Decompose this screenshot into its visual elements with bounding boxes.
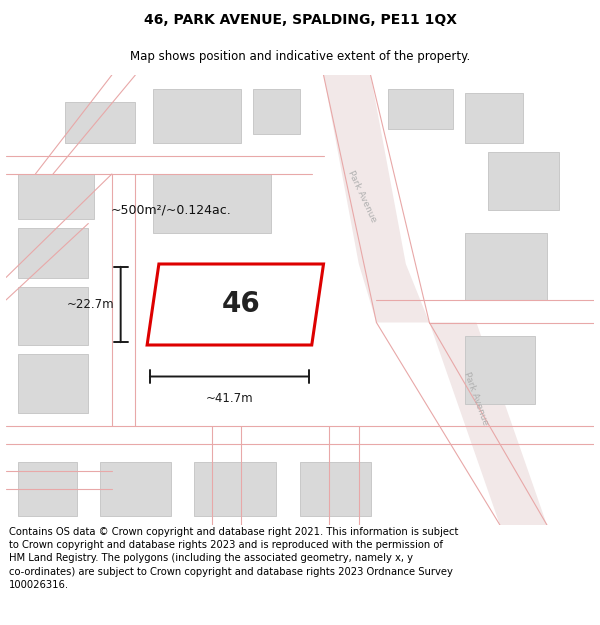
Polygon shape [153, 89, 241, 142]
Polygon shape [194, 462, 277, 516]
Polygon shape [464, 232, 547, 300]
Polygon shape [323, 75, 406, 264]
Text: ~500m²/~0.124ac.: ~500m²/~0.124ac. [110, 204, 231, 216]
Polygon shape [430, 322, 547, 525]
Text: ~41.7m: ~41.7m [206, 392, 253, 405]
Polygon shape [388, 89, 453, 129]
Text: 46: 46 [222, 291, 260, 319]
Polygon shape [18, 286, 88, 345]
Polygon shape [359, 264, 430, 322]
Text: Map shows position and indicative extent of the property.: Map shows position and indicative extent… [130, 49, 470, 62]
Polygon shape [300, 462, 371, 516]
Text: Park Avenue: Park Avenue [463, 371, 490, 427]
Polygon shape [464, 336, 535, 404]
Text: 46, PARK AVENUE, SPALDING, PE11 1QX: 46, PARK AVENUE, SPALDING, PE11 1QX [143, 13, 457, 27]
Polygon shape [488, 151, 559, 210]
Polygon shape [65, 102, 136, 142]
Polygon shape [18, 462, 77, 516]
Text: ~22.7m: ~22.7m [67, 298, 115, 311]
Polygon shape [153, 174, 271, 232]
Polygon shape [18, 354, 88, 412]
Polygon shape [253, 89, 300, 134]
Text: Park Avenue: Park Avenue [346, 169, 377, 224]
Polygon shape [100, 462, 170, 516]
Polygon shape [147, 264, 323, 345]
Polygon shape [18, 174, 94, 219]
Text: Contains OS data © Crown copyright and database right 2021. This information is : Contains OS data © Crown copyright and d… [9, 527, 458, 590]
Polygon shape [464, 93, 523, 142]
Polygon shape [18, 228, 88, 278]
